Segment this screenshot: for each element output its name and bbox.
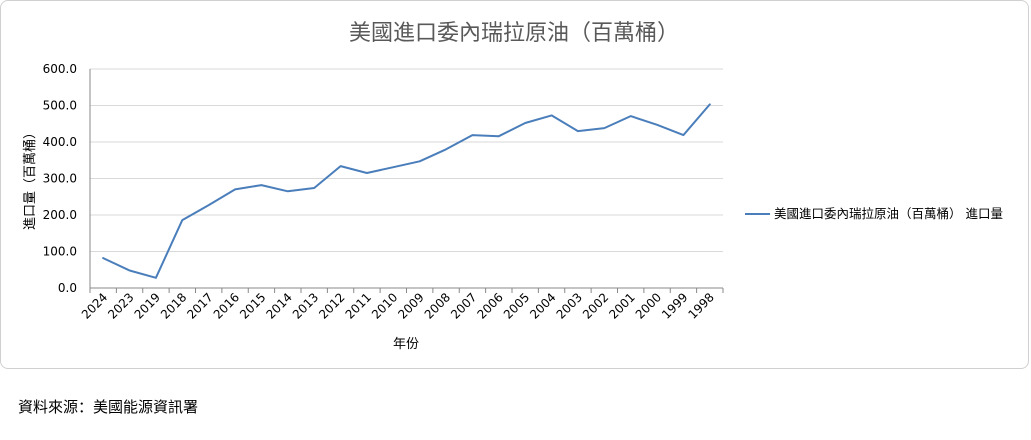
- x-axis: 2024202320192018201720162015201420132012…: [79, 287, 724, 322]
- x-tick-label: 2013: [290, 290, 321, 321]
- x-tick-label: 2007: [448, 290, 479, 321]
- x-tick-label: 2016: [211, 290, 242, 321]
- x-tick-label: 2001: [606, 290, 637, 321]
- x-tick-label: 2006: [474, 290, 505, 321]
- x-tick-label: 2004: [527, 290, 558, 321]
- source-note: 資料來源：美國能源資訊署: [18, 398, 199, 416]
- x-tick-label: 2015: [237, 290, 268, 321]
- y-axis-label: 進口量（百萬桶）: [23, 126, 38, 230]
- y-gridlines: [90, 68, 723, 252]
- y-tick-label: 300.0: [43, 172, 77, 186]
- y-tick-label: 100.0: [43, 245, 77, 259]
- x-tick-label: 2018: [158, 290, 189, 321]
- legend: 美國進口委內瑞拉原油（百萬桶） 進口量: [745, 206, 1003, 221]
- x-tick-label: 2000: [633, 290, 664, 321]
- x-tick-label: 2002: [580, 290, 611, 321]
- x-tick-label: 2003: [554, 290, 585, 321]
- series-line: [102, 103, 711, 279]
- y-tick-label: 600.0: [43, 62, 77, 76]
- x-axis-label: 年份: [393, 337, 419, 352]
- x-tick-label: 2011: [343, 290, 374, 321]
- x-tick-label: 2008: [422, 290, 453, 321]
- x-tick-label: 2019: [132, 290, 163, 321]
- x-tick-label: 1998: [685, 290, 716, 321]
- chart-title: 美國進口委內瑞拉原油（百萬桶）: [349, 21, 679, 46]
- x-tick-label: 2009: [395, 290, 426, 321]
- y-tick-label: 500.0: [43, 99, 77, 113]
- chart-frame: [0, 0, 1029, 369]
- series-layer: [102, 103, 711, 279]
- y-axis: 0.0 100.0 200.0 300.0 400.0 500.0 600.0: [43, 62, 91, 295]
- y-tick-label: 0.0: [58, 281, 77, 295]
- legend-label: 美國進口委內瑞拉原油（百萬桶） 進口量: [774, 206, 1003, 221]
- y-tick-label: 400.0: [43, 135, 77, 149]
- x-tick-label: 2017: [184, 290, 215, 321]
- x-tick-label: 2012: [316, 290, 347, 321]
- x-tick-label: 2023: [105, 290, 136, 321]
- x-tick-label: 2005: [501, 290, 532, 321]
- x-tick-label: 2010: [369, 290, 400, 321]
- x-tick-label: 2014: [263, 290, 294, 321]
- y-tick-label: 200.0: [43, 208, 77, 222]
- x-tick-label: 1999: [659, 290, 690, 321]
- x-tick-label: 2024: [79, 290, 110, 321]
- line-chart: 美國進口委內瑞拉原油（百萬桶） 0.0 100.0 200.0 300.0 400.0 5…: [23, 21, 1003, 352]
